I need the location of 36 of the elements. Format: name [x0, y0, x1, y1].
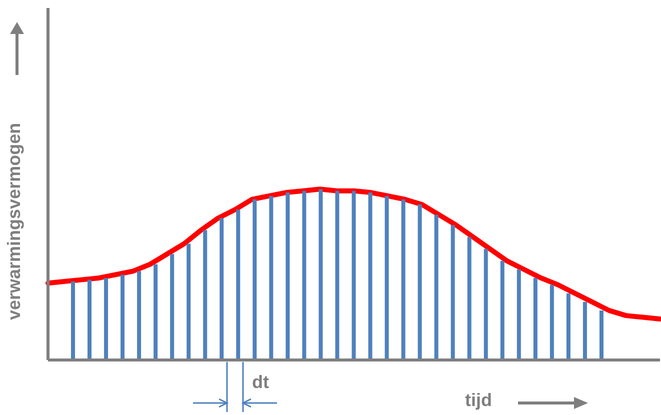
bar [252, 199, 257, 360]
bar [220, 218, 224, 360]
bar [418, 204, 422, 360]
bar [88, 280, 92, 360]
bar [104, 278, 108, 360]
bar [120, 274, 125, 360]
bar [599, 310, 604, 360]
bar [352, 190, 356, 360]
bar [302, 190, 306, 360]
bar [286, 192, 290, 360]
bar [484, 248, 488, 360]
bar [318, 189, 323, 360]
bar [186, 244, 191, 360]
bar [368, 192, 372, 360]
bar [533, 278, 538, 360]
bar [434, 214, 438, 360]
bar [500, 260, 504, 360]
bar [582, 302, 587, 360]
bar [203, 230, 208, 360]
bar [566, 293, 570, 360]
bar [335, 190, 340, 360]
bar [269, 196, 274, 360]
bar [71, 281, 75, 360]
bar [384, 196, 389, 360]
bar [450, 225, 455, 360]
bar [236, 210, 240, 360]
bar [550, 284, 554, 360]
bar [401, 199, 406, 360]
y-axis-title: verwarmingsvermogen [4, 122, 25, 320]
bar [137, 271, 142, 360]
bar [516, 269, 521, 360]
bar [467, 236, 472, 360]
x-axis-title: tijd [465, 390, 492, 411]
bar [170, 254, 174, 360]
bar [154, 264, 158, 360]
text: dt [252, 372, 269, 393]
